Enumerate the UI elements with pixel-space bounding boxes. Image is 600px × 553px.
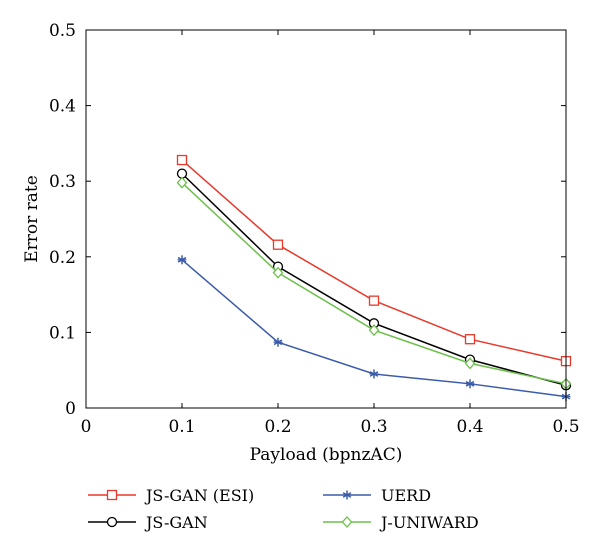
axes: 0 0.1 0.2 0.3 0.4 0.5 0 0.1 0.2 0.3 0.4 0.5 <box>49 21 580 437</box>
x-tick-label: 0.2 <box>264 417 291 437</box>
x-tick-label: 0.1 <box>168 417 195 437</box>
plot-area <box>176 154 572 402</box>
y-axis-label: Error rate <box>22 175 42 263</box>
legend-marker <box>106 516 118 528</box>
data-point <box>465 379 475 389</box>
legend-label: JS-GAN <box>144 513 208 532</box>
legend-item: J-UNIWARD <box>323 513 479 532</box>
data-point <box>272 266 284 279</box>
legend-label: UERD <box>381 486 431 505</box>
legend-marker <box>342 490 352 500</box>
x-tick-label: 0 <box>81 417 92 437</box>
x-tick-label: 0.4 <box>456 417 483 437</box>
legend-label: JS-GAN (ESI) <box>144 486 254 505</box>
legend-item: UERD <box>323 486 431 505</box>
data-point <box>464 357 476 370</box>
series-line <box>181 173 567 387</box>
x-tick-label: 0.5 <box>552 417 579 437</box>
y-tick-label: 0.3 <box>49 172 76 192</box>
series-line <box>181 182 567 385</box>
data-point <box>369 369 379 379</box>
y-tick-label: 0.4 <box>49 97 76 117</box>
series-1 <box>176 168 572 391</box>
y-tick-label: 0.1 <box>49 323 76 343</box>
legend-marker <box>341 516 353 528</box>
legend-marker <box>106 489 118 501</box>
y-tick-label: 0.2 <box>49 248 76 268</box>
data-point <box>272 239 284 250</box>
x-tick-label: 0.3 <box>360 417 387 437</box>
data-point <box>176 154 188 166</box>
data-point <box>273 337 283 347</box>
y-tick-label: 0.5 <box>49 21 76 41</box>
series-3 <box>176 176 572 390</box>
y-tick-label: 0 <box>65 399 76 419</box>
data-point <box>176 176 188 189</box>
plot-frame <box>85 29 567 409</box>
legend-label: J-UNIWARD <box>379 513 479 532</box>
data-point <box>368 324 380 337</box>
data-point <box>177 255 187 265</box>
legend-item: JS-GAN (ESI) <box>88 486 254 505</box>
legend: JS-GAN (ESI) UERD JS-GAN J-UNIWARD <box>88 486 479 532</box>
data-point <box>368 295 380 306</box>
legend-item: JS-GAN <box>88 513 208 532</box>
x-axis-label: Payload (bpnzAC) <box>250 445 403 465</box>
data-point <box>464 334 476 345</box>
